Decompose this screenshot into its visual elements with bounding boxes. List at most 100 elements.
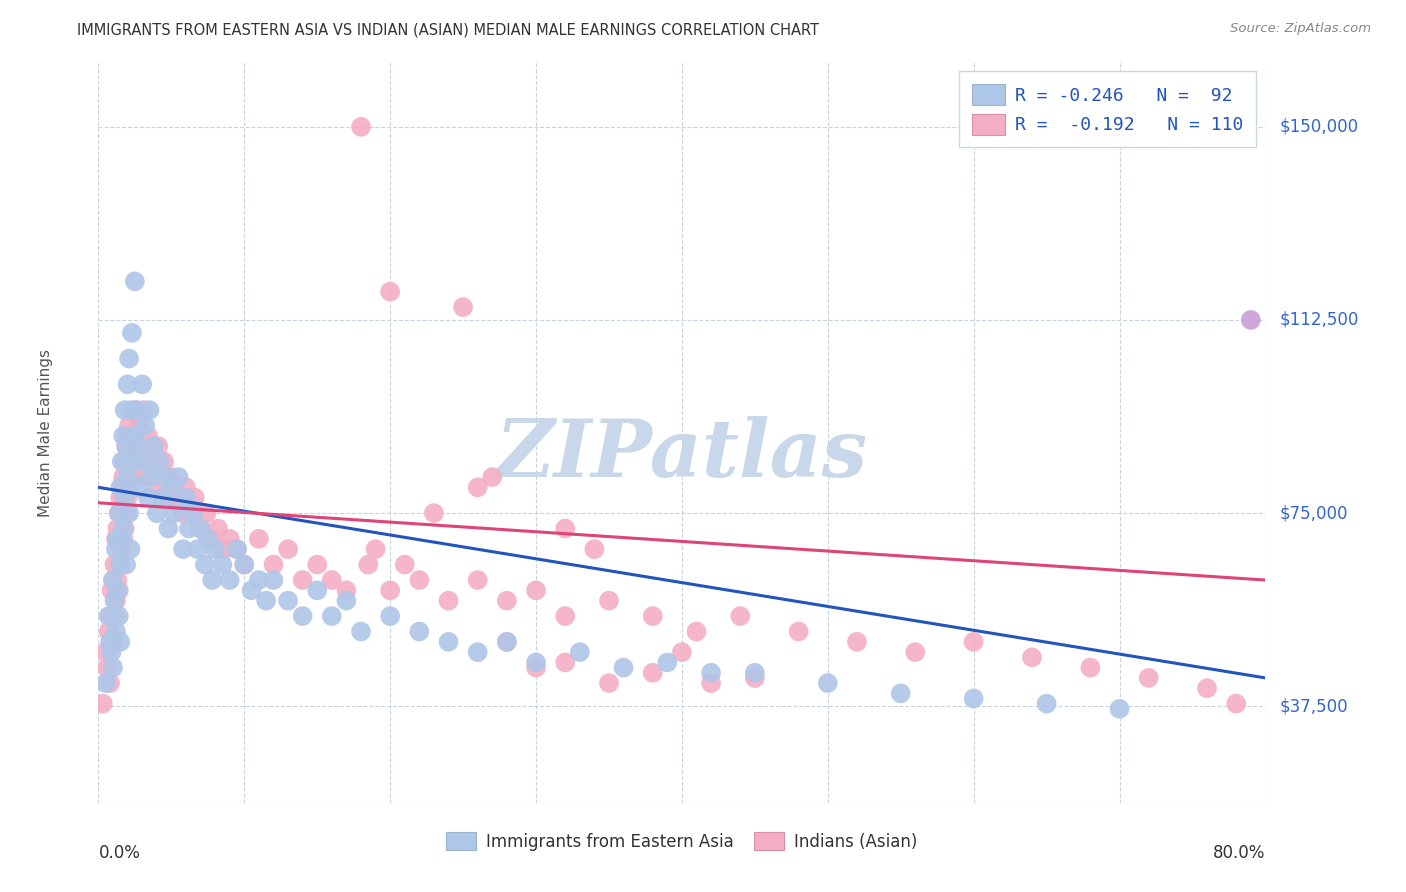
Point	[91, 697, 114, 711]
Point	[177, 522, 200, 536]
Point	[112, 522, 135, 536]
Point	[100, 645, 122, 659]
Text: $37,500: $37,500	[1279, 698, 1348, 715]
Point	[114, 491, 136, 505]
Point	[291, 573, 314, 587]
Point	[131, 377, 153, 392]
Point	[105, 522, 128, 536]
Point	[100, 583, 122, 598]
Point	[277, 542, 299, 557]
Point	[167, 491, 190, 505]
Point	[104, 542, 127, 557]
Point	[118, 418, 141, 433]
Point	[101, 635, 124, 649]
Point	[350, 120, 373, 134]
Point	[111, 532, 134, 546]
Point	[111, 480, 134, 494]
Point	[641, 609, 664, 624]
Point	[554, 656, 576, 670]
Point	[142, 439, 165, 453]
Point	[146, 506, 169, 520]
Point	[554, 609, 576, 624]
Point	[657, 656, 679, 670]
Point	[105, 573, 128, 587]
Point	[143, 480, 166, 494]
Point	[598, 676, 620, 690]
Point	[108, 609, 131, 624]
Point	[335, 583, 357, 598]
Point	[307, 558, 329, 572]
Point	[467, 573, 489, 587]
Point	[121, 454, 143, 468]
Point	[97, 609, 120, 624]
Point	[134, 470, 156, 484]
Point	[201, 532, 224, 546]
Point	[394, 558, 416, 572]
Point	[112, 532, 135, 546]
Point	[254, 593, 277, 607]
Point	[160, 470, 183, 484]
Point	[467, 645, 489, 659]
Text: $150,000: $150,000	[1279, 118, 1358, 136]
Point	[98, 676, 121, 690]
Point	[467, 480, 489, 494]
Text: Median Male Earnings: Median Male Earnings	[38, 349, 53, 516]
Point	[98, 635, 121, 649]
Text: $75,000: $75,000	[1279, 504, 1348, 522]
Point	[380, 583, 402, 598]
Text: IMMIGRANTS FROM EASTERN ASIA VS INDIAN (ASIAN) MEDIAN MALE EARNINGS CORRELATION : IMMIGRANTS FROM EASTERN ASIA VS INDIAN (…	[77, 22, 820, 37]
Point	[114, 454, 136, 468]
Point	[112, 429, 135, 443]
Point	[105, 583, 128, 598]
Point	[201, 573, 224, 587]
Point	[568, 645, 591, 659]
Point	[127, 439, 149, 453]
Point	[612, 660, 634, 674]
Point	[103, 593, 125, 607]
Point	[101, 573, 124, 587]
Point	[128, 418, 150, 433]
Point	[112, 470, 135, 484]
Point	[423, 506, 446, 520]
Point	[197, 532, 219, 546]
Point	[890, 686, 912, 700]
Point	[846, 635, 869, 649]
Point	[671, 645, 693, 659]
Point	[307, 583, 329, 598]
Point	[120, 403, 142, 417]
Point	[212, 542, 235, 557]
Point	[496, 635, 519, 649]
Point	[524, 656, 547, 670]
Point	[163, 506, 186, 520]
Point	[121, 439, 143, 453]
Point	[1137, 671, 1160, 685]
Point	[226, 542, 249, 557]
Point	[97, 624, 120, 639]
Point	[134, 418, 156, 433]
Point	[141, 454, 163, 468]
Point	[138, 439, 160, 453]
Point	[291, 609, 314, 624]
Point	[233, 558, 256, 572]
Point	[115, 439, 138, 453]
Text: ZIPatlas: ZIPatlas	[496, 416, 868, 493]
Point	[172, 542, 194, 557]
Point	[124, 403, 146, 417]
Point	[262, 573, 284, 587]
Point	[226, 542, 249, 557]
Point	[685, 624, 707, 639]
Point	[240, 583, 263, 598]
Text: Source: ZipAtlas.com: Source: ZipAtlas.com	[1230, 22, 1371, 36]
Point	[437, 593, 460, 607]
Point	[128, 480, 150, 494]
Point	[139, 470, 162, 484]
Point	[118, 506, 141, 520]
Point	[153, 454, 176, 468]
Point	[136, 429, 159, 443]
Point	[108, 583, 131, 598]
Point	[524, 660, 547, 674]
Point	[233, 558, 256, 572]
Point	[451, 300, 474, 314]
Point	[110, 558, 132, 572]
Point	[110, 491, 132, 505]
